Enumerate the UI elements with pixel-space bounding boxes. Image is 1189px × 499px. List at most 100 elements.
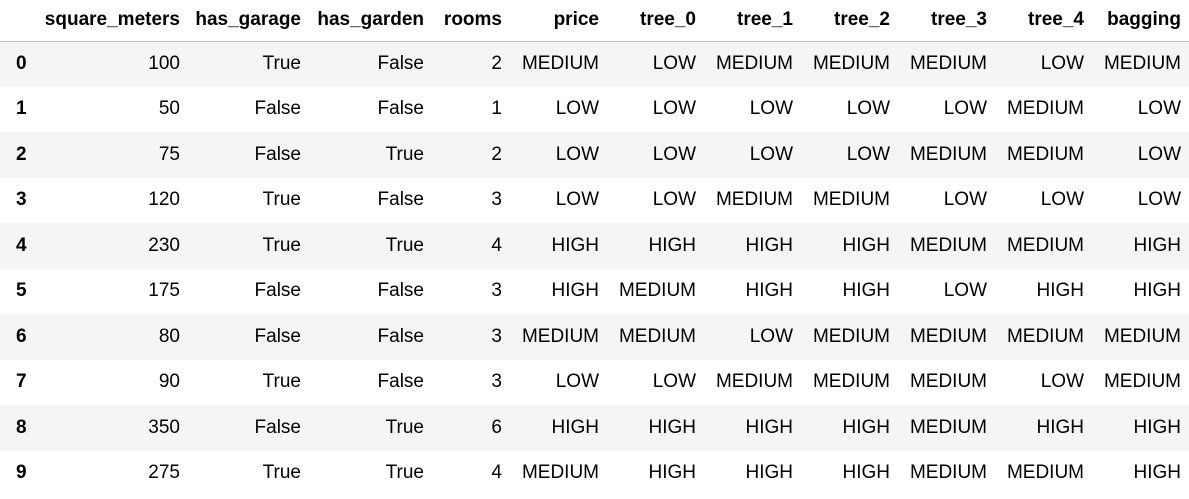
cell-tree-1: HIGH xyxy=(745,462,794,484)
column-header-tree-0: tree_0 xyxy=(640,9,696,31)
cell-bagging: HIGH xyxy=(1133,462,1182,484)
cell-tree-3: MEDIUM xyxy=(909,416,987,438)
cell-tree-0: HIGH xyxy=(648,234,697,256)
cell-has-garden: True xyxy=(385,143,424,165)
cell-price: LOW xyxy=(555,143,599,165)
cell-rooms: 3 xyxy=(491,371,502,393)
cell-rooms: 3 xyxy=(491,280,502,302)
cell-tree-1: MEDIUM xyxy=(715,371,793,393)
cell-tree-0: LOW xyxy=(652,98,696,120)
cell-tree-1: MEDIUM xyxy=(715,53,793,74)
cell-has-garage: True xyxy=(262,189,301,211)
cell-bagging: HIGH xyxy=(1133,416,1182,438)
cell-tree-0: LOW xyxy=(652,143,696,165)
table-row: 2 75 False True 2 LOW LOW LOW LOW MEDIUM MEDIUM LOW xyxy=(0,132,1189,178)
cell-tree-4: LOW xyxy=(1040,53,1084,74)
cell-has-garage: False xyxy=(254,325,301,347)
cell-square-meters: 80 xyxy=(158,325,180,347)
cell-has-garage: False xyxy=(254,143,301,165)
cell-rooms: 4 xyxy=(491,234,502,256)
row-index: 7 xyxy=(16,371,27,393)
table-header: square_meters has_garage has_garden room… xyxy=(0,0,1189,41)
cell-tree-2: HIGH xyxy=(842,234,891,256)
cell-tree-2: HIGH xyxy=(842,280,891,302)
header-row: square_meters has_garage has_garden room… xyxy=(0,0,1189,41)
cell-tree-3: MEDIUM xyxy=(909,462,987,484)
cell-bagging: LOW xyxy=(1137,98,1181,120)
cell-tree-4: LOW xyxy=(1040,371,1084,393)
cell-tree-3: MEDIUM xyxy=(909,234,987,256)
cell-square-meters: 100 xyxy=(148,53,180,74)
cell-price: HIGH xyxy=(551,416,600,438)
cell-tree-1: LOW xyxy=(749,143,793,165)
cell-has-garage: True xyxy=(262,371,301,393)
table-row: 1 50 False False 1 LOW LOW LOW LOW LOW MEDIUM LOW xyxy=(0,87,1189,133)
cell-tree-4: LOW xyxy=(1040,189,1084,211)
cell-tree-2: LOW xyxy=(846,98,890,120)
cell-tree-1: HIGH xyxy=(745,234,794,256)
cell-tree-4: MEDIUM xyxy=(1006,98,1084,120)
cell-square-meters: 50 xyxy=(158,98,180,120)
row-index: 6 xyxy=(16,325,27,347)
cell-tree-4: MEDIUM xyxy=(1006,234,1084,256)
table-row: 6 80 False False 3 MEDIUM MEDIUM LOW MEDIUM MEDIU… xyxy=(0,314,1189,360)
cell-tree-0: HIGH xyxy=(648,462,697,484)
cell-has-garden: False xyxy=(377,371,424,393)
table-row: 0 100 True False 2 MEDIUM LOW MEDIUM MEDIUM MEDIU… xyxy=(0,41,1189,87)
cell-tree-2: MEDIUM xyxy=(812,371,890,393)
cell-square-meters: 275 xyxy=(148,462,180,484)
cell-tree-2: HIGH xyxy=(842,462,891,484)
column-header-has-garden: has_garden xyxy=(317,9,424,31)
cell-rooms: 6 xyxy=(491,416,502,438)
table-row: 3 120 True False 3 LOW LOW MEDIUM MEDIUM LOW LOW LO… xyxy=(0,178,1189,224)
cell-tree-0: HIGH xyxy=(648,416,697,438)
column-header-tree-4: tree_4 xyxy=(1028,9,1084,31)
row-index: 0 xyxy=(16,53,27,74)
cell-tree-3: MEDIUM xyxy=(909,53,987,74)
cell-bagging: MEDIUM xyxy=(1103,325,1181,347)
cell-tree-3: LOW xyxy=(943,98,987,120)
cell-has-garage: False xyxy=(254,416,301,438)
cell-rooms: 2 xyxy=(491,143,502,165)
table-row: 9 275 True True 4 MEDIUM HIGH HIGH HIGH MEDIUM MED… xyxy=(0,451,1189,497)
table-body: 0 100 True False 2 MEDIUM LOW MEDIUM MEDIUM MEDIU… xyxy=(0,41,1189,496)
cell-has-garage: True xyxy=(262,53,301,74)
cell-has-garden: False xyxy=(377,189,424,211)
cell-tree-4: HIGH xyxy=(1036,280,1085,302)
cell-tree-0: LOW xyxy=(652,371,696,393)
cell-tree-0: LOW xyxy=(652,53,696,74)
cell-bagging: LOW xyxy=(1137,143,1181,165)
column-header-price: price xyxy=(553,9,599,31)
column-header-tree-1: tree_1 xyxy=(737,9,793,31)
cell-tree-4: HIGH xyxy=(1036,416,1085,438)
cell-rooms: 3 xyxy=(491,189,502,211)
cell-has-garage: False xyxy=(254,98,301,120)
cell-has-garden: False xyxy=(377,53,424,74)
table-row: 5 175 False False 3 HIGH MEDIUM HIGH HIGH LOW HIGH… xyxy=(0,269,1189,315)
row-index: 9 xyxy=(16,462,27,484)
row-index: 3 xyxy=(16,189,27,211)
cell-price: LOW xyxy=(555,371,599,393)
cell-square-meters: 350 xyxy=(148,416,180,438)
column-header-tree-3: tree_3 xyxy=(931,9,987,31)
cell-tree-0: MEDIUM xyxy=(618,325,696,347)
cell-tree-4: MEDIUM xyxy=(1006,462,1084,484)
cell-tree-1: HIGH xyxy=(745,280,794,302)
cell-price: LOW xyxy=(555,98,599,120)
cell-rooms: 1 xyxy=(491,98,502,120)
cell-tree-3: MEDIUM xyxy=(909,143,987,165)
cell-tree-3: MEDIUM xyxy=(909,325,987,347)
cell-tree-2: MEDIUM xyxy=(812,53,890,74)
cell-bagging: LOW xyxy=(1137,189,1181,211)
column-header-has-garage: has_garage xyxy=(195,9,301,31)
cell-tree-4: MEDIUM xyxy=(1006,143,1084,165)
cell-price: MEDIUM xyxy=(521,462,599,484)
cell-tree-1: LOW xyxy=(749,98,793,120)
cell-has-garden: True xyxy=(385,416,424,438)
cell-tree-3: MEDIUM xyxy=(909,371,987,393)
cell-tree-2: HIGH xyxy=(842,416,891,438)
row-index: 1 xyxy=(16,98,27,120)
cell-has-garage: True xyxy=(262,462,301,484)
cell-rooms: 4 xyxy=(491,462,502,484)
column-header-tree-2: tree_2 xyxy=(834,9,890,31)
